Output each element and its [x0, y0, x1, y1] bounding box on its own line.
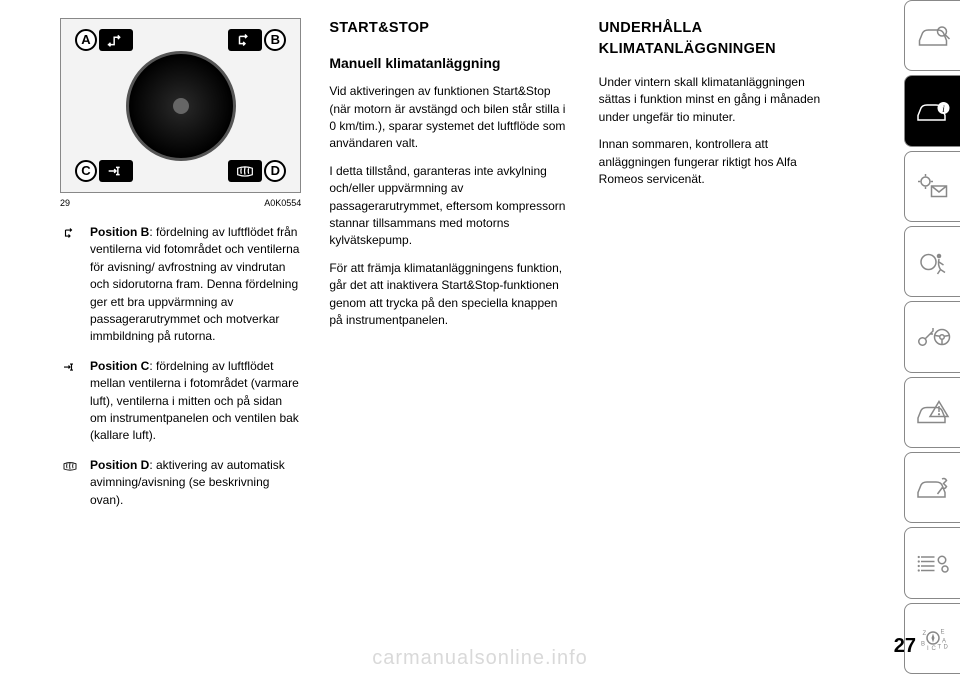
- sidebar-tab-car-wrench[interactable]: [904, 452, 960, 523]
- corner-a: A: [75, 29, 133, 51]
- svg-text:T: T: [937, 645, 941, 651]
- column-3: UNDERHÅLLA KLIMATANLÄGGNINGEN Under vint…: [599, 18, 840, 521]
- airbag-icon: [915, 248, 951, 276]
- air-distribution-figure: A B C D: [60, 18, 301, 193]
- defrost-d-icon: [60, 457, 80, 509]
- list-gear-icon: [915, 549, 951, 577]
- key-wheel-icon: [915, 323, 951, 351]
- position-d-item: Position D: aktivering av automatisk avi…: [60, 457, 301, 509]
- position-b-item: Position B: fördelning av luftflödet frå…: [60, 224, 301, 346]
- car-search-icon: [915, 22, 951, 50]
- position-b-label: Position B: [90, 225, 149, 239]
- vent-b-icon: [60, 224, 80, 346]
- watermark: carmanualsonline.info: [372, 647, 588, 670]
- column-2: START&STOP Manuell klimatanläggning Vid …: [329, 18, 570, 521]
- sidebar-tab-car-search[interactable]: [904, 0, 960, 71]
- column-1: A B C D: [60, 18, 301, 521]
- sidebar-tab-light-mail[interactable]: [904, 151, 960, 222]
- corner-c-letter: C: [75, 160, 97, 182]
- svg-text:Z: Z: [922, 631, 926, 637]
- corner-a-vent-icon: [99, 29, 133, 51]
- position-c-label: Position C: [90, 359, 149, 373]
- col2-p1: Vid aktiveringen av funktionen Start&Sto…: [329, 83, 570, 153]
- page-number: 27: [894, 635, 916, 658]
- manual-climate-heading: Manuell klimatanläggning: [329, 53, 570, 73]
- corner-b-vent-icon: [228, 29, 262, 51]
- light-mail-icon: [915, 172, 951, 200]
- position-c-item: Position C: fördelning av luftflödet mel…: [60, 358, 301, 445]
- figure-code: A0K0554: [264, 197, 301, 210]
- corner-b: B: [228, 29, 286, 51]
- col2-p3: För att främja klimatanläggningens funkt…: [329, 260, 570, 330]
- car-warning-icon: [915, 398, 951, 426]
- position-d-label: Position D: [90, 458, 149, 472]
- position-c-text: Position C: fördelning av luftflödet mel…: [90, 358, 301, 445]
- svg-text:A: A: [942, 639, 946, 645]
- svg-text:D: D: [943, 645, 948, 651]
- sidebar-tab-airbag[interactable]: [904, 226, 960, 297]
- col2-p2: I detta tillstånd, garanteras inte avkyl…: [329, 163, 570, 250]
- col3-p1: Under vintern skall klimatanläggningen s…: [599, 74, 840, 126]
- dial-knob: [126, 51, 236, 161]
- col3-p2: Innan sommaren, kontrollera att anläggni…: [599, 136, 840, 188]
- corner-a-letter: A: [75, 29, 97, 51]
- sidebar-tab-list-gear[interactable]: [904, 527, 960, 598]
- svg-text:I: I: [927, 646, 929, 652]
- svg-text:C: C: [931, 646, 936, 652]
- position-d-text: Position D: aktivering av automatisk avi…: [90, 457, 301, 509]
- svg-text:i: i: [942, 104, 945, 115]
- svg-text:E: E: [940, 630, 944, 636]
- car-info-icon: i: [915, 97, 951, 125]
- position-b-text: Position B: fördelning av luftflödet frå…: [90, 224, 301, 346]
- position-b-body: : fördelning av luftflödet från ventiler…: [90, 225, 299, 343]
- sidebar-tab-key-wheel[interactable]: [904, 301, 960, 372]
- maintain-climate-heading: UNDERHÅLLA KLIMATANLÄGGNINGEN: [599, 18, 840, 60]
- corner-d-letter: D: [264, 160, 286, 182]
- sidebar-tab-car-info[interactable]: i: [904, 75, 960, 146]
- corner-d: D: [228, 160, 286, 182]
- sidebar-tab-car-warning[interactable]: [904, 377, 960, 448]
- figure-caption: 29 A0K0554: [60, 197, 301, 210]
- sidebar: i: [904, 0, 960, 678]
- svg-text:B: B: [921, 642, 925, 648]
- corner-b-letter: B: [264, 29, 286, 51]
- vent-c-icon: [60, 358, 80, 445]
- car-wrench-icon: [915, 474, 951, 502]
- corner-d-defrost-icon: [228, 160, 262, 182]
- corner-c-vent-icon: [99, 160, 133, 182]
- compass-icon: Z E B A I C T D: [915, 624, 951, 652]
- start-stop-heading: START&STOP: [329, 18, 570, 39]
- figure-number: 29: [60, 197, 70, 210]
- corner-c: C: [75, 160, 133, 182]
